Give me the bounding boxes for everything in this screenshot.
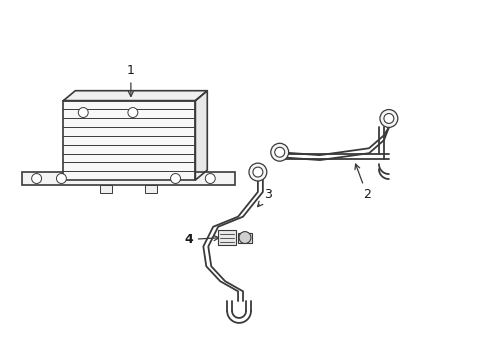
Text: 2: 2 bbox=[354, 164, 370, 201]
Circle shape bbox=[56, 174, 66, 184]
Circle shape bbox=[252, 167, 263, 177]
Circle shape bbox=[248, 163, 266, 181]
Circle shape bbox=[32, 174, 41, 184]
Circle shape bbox=[205, 174, 215, 184]
Circle shape bbox=[379, 109, 397, 127]
Text: 1: 1 bbox=[127, 64, 135, 96]
Bar bbox=[21, 172, 235, 185]
Circle shape bbox=[170, 174, 180, 184]
Bar bbox=[238, 233, 251, 243]
Text: 3: 3 bbox=[257, 188, 271, 207]
Circle shape bbox=[270, 143, 288, 161]
Polygon shape bbox=[63, 91, 207, 100]
Circle shape bbox=[78, 108, 88, 117]
Bar bbox=[144, 185, 156, 193]
Circle shape bbox=[239, 231, 250, 243]
Bar bbox=[63, 100, 195, 180]
Circle shape bbox=[383, 113, 393, 123]
Polygon shape bbox=[195, 91, 207, 180]
Bar bbox=[100, 185, 112, 193]
Circle shape bbox=[128, 108, 138, 117]
Text: 4: 4 bbox=[183, 233, 219, 246]
Circle shape bbox=[274, 147, 284, 157]
Bar bbox=[218, 230, 236, 246]
